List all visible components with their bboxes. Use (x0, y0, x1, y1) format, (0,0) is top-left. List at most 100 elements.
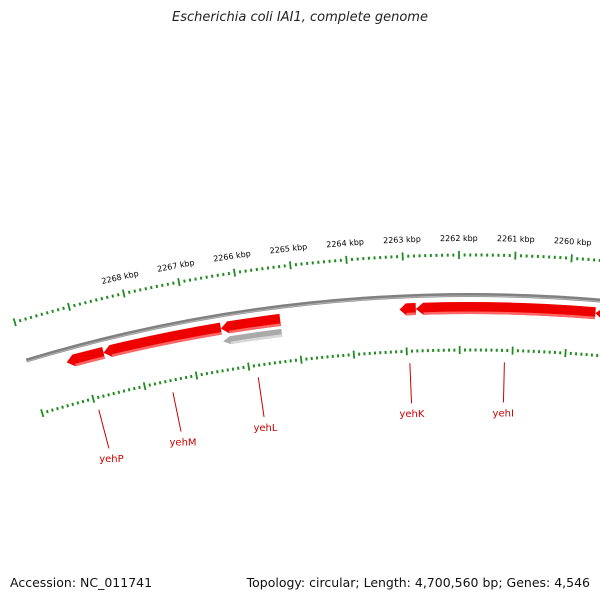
kbp-tick-label: 2268 kbp (101, 269, 140, 286)
inner-major-tick (142, 382, 147, 391)
outer-minor-tick (94, 298, 98, 302)
outer-major-tick (121, 289, 126, 298)
inner-major-tick (352, 350, 356, 359)
gene-yehK-highlight (406, 312, 417, 316)
kbp-tick-label: 2262 kbp (440, 234, 478, 243)
inner-minor-tick (127, 388, 131, 392)
outer-minor-tick (127, 290, 131, 294)
kbp-tick-label: 2264 kbp (326, 237, 364, 249)
gene-yehL (220, 313, 281, 334)
inner-major-tick (564, 349, 567, 358)
inner-minor-tick (61, 405, 64, 409)
accession-text: Accession: NC_011741 (10, 575, 153, 590)
gene-label-leader (98, 409, 110, 449)
outer-minor-tick (144, 287, 148, 291)
inner-major-tick (247, 362, 251, 371)
inner-minor-tick (205, 371, 209, 376)
outer-minor-tick (78, 302, 82, 306)
gene-label-leader (502, 362, 505, 403)
inner-minor-tick (158, 381, 162, 385)
kbp-tick-label: 2267 kbp (157, 258, 196, 274)
inner-major-tick (40, 409, 45, 418)
outer-minor-tick (116, 293, 120, 297)
inner-minor-tick (66, 404, 70, 408)
outer-minor-tick (155, 284, 159, 289)
inner-minor-tick (164, 380, 167, 384)
gene-labels: yehP yehM yehL yehK yehI (98, 362, 514, 465)
outer-minor-tick (89, 299, 93, 304)
outer-minor-tick (138, 288, 142, 292)
inner-minor-tick (153, 382, 157, 386)
backbone-circle (25, 293, 600, 363)
outer-minor-tick (18, 318, 22, 323)
inner-minor-tick (174, 377, 177, 382)
inner-minor-tick (112, 391, 116, 396)
inner-tick-ring (40, 346, 599, 418)
outer-minor-tick (161, 283, 164, 288)
outer-major-tick (232, 268, 236, 277)
inner-minor-tick (184, 375, 188, 380)
genome-summary-text: Topology: circular; Length: 4,700,560 bp… (246, 575, 590, 590)
outer-minor-tick (62, 306, 65, 311)
inner-minor-tick (210, 370, 214, 375)
outer-minor-tick (29, 315, 33, 320)
kbp-tick-label: 2266 kbp (213, 249, 252, 264)
inner-minor-tick (132, 386, 136, 391)
gene-label-yehP: yehP (99, 454, 123, 465)
gene-yehK (399, 302, 417, 316)
outer-minor-tick (24, 317, 27, 321)
outer-major-tick (177, 278, 181, 287)
outer-minor-tick (150, 285, 153, 290)
outer-minor-tick (56, 308, 60, 312)
gene-next (595, 310, 600, 318)
outer-minor-tick (199, 276, 203, 280)
inner-minor-tick (102, 394, 105, 398)
backbone-highlight (26, 295, 600, 362)
gene-yehM (103, 322, 222, 357)
outer-minor-tick (133, 289, 137, 293)
outer-minor-tick (51, 309, 55, 314)
inner-major-tick (91, 394, 96, 403)
inner-minor-tick (117, 390, 121, 394)
outer-minor-tick (111, 294, 115, 298)
inner-minor-tick (169, 378, 172, 383)
outer-minor-tick (84, 300, 87, 305)
inner-minor-tick (96, 395, 100, 400)
gene-pseudo-yehL_pseudo-highlight (230, 334, 283, 345)
gene-yehI-highlight (423, 311, 596, 320)
outer-major-tick (288, 261, 292, 270)
gene-label-yehK: yehK (399, 409, 424, 420)
gene-yehM-highlight (111, 331, 222, 357)
outer-minor-tick (100, 296, 104, 301)
gene-label-leader (257, 377, 265, 418)
outer-major-tick (570, 254, 573, 263)
outer-minor-tick (73, 303, 76, 308)
outer-major-tick (67, 302, 71, 311)
inner-minor-tick (86, 398, 90, 402)
gene-label-yehI: yehI (493, 408, 514, 419)
gene-label-leader (172, 392, 182, 432)
outer-minor-tick (188, 278, 192, 282)
kbp-tick-label: 2261 kbp (497, 234, 535, 244)
outer-major-tick (12, 318, 17, 327)
gene-yehP (66, 346, 106, 367)
inner-minor-tick (76, 401, 80, 405)
outer-minor-tick (183, 279, 186, 283)
outer-minor-tick (35, 314, 38, 318)
inner-minor-tick (190, 374, 193, 379)
kbp-tick-label: 2260 kbp (554, 236, 592, 247)
gene-track (66, 302, 600, 367)
inner-minor-tick (216, 370, 219, 374)
inner-minor-tick (138, 385, 141, 390)
genome-backbone (25, 293, 600, 363)
outer-minor-tick (194, 277, 197, 281)
inner-minor-tick (50, 408, 54, 412)
gene-pseudo-yehL_pseudo (223, 328, 283, 345)
outer-minor-tick (45, 311, 49, 315)
inner-minor-tick (221, 369, 224, 373)
inner-minor-tick (148, 383, 152, 387)
inner-minor-tick (179, 376, 183, 381)
gene-yehP-highlight (74, 356, 106, 367)
outer-minor-tick (205, 275, 208, 279)
outer-minor-tick (172, 281, 175, 285)
